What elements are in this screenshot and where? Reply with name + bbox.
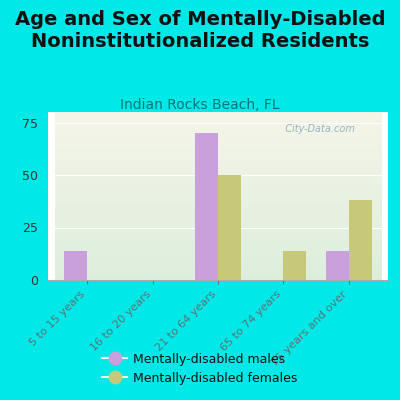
Bar [218, 175, 241, 280]
Bar [326, 250, 349, 280]
Text: Indian Rocks Beach, FL: Indian Rocks Beach, FL [120, 98, 280, 112]
Legend: Mentally-disabled males, Mentally-disabled females: Mentally-disabled males, Mentally-disabl… [97, 348, 303, 390]
Text: City-Data.com: City-Data.com [279, 124, 355, 134]
Bar [283, 250, 306, 280]
Bar [195, 133, 218, 280]
Bar [349, 200, 372, 280]
Text: Age and Sex of Mentally-Disabled
Noninstitutionalized Residents: Age and Sex of Mentally-Disabled Noninst… [15, 10, 385, 51]
Bar [64, 250, 87, 280]
